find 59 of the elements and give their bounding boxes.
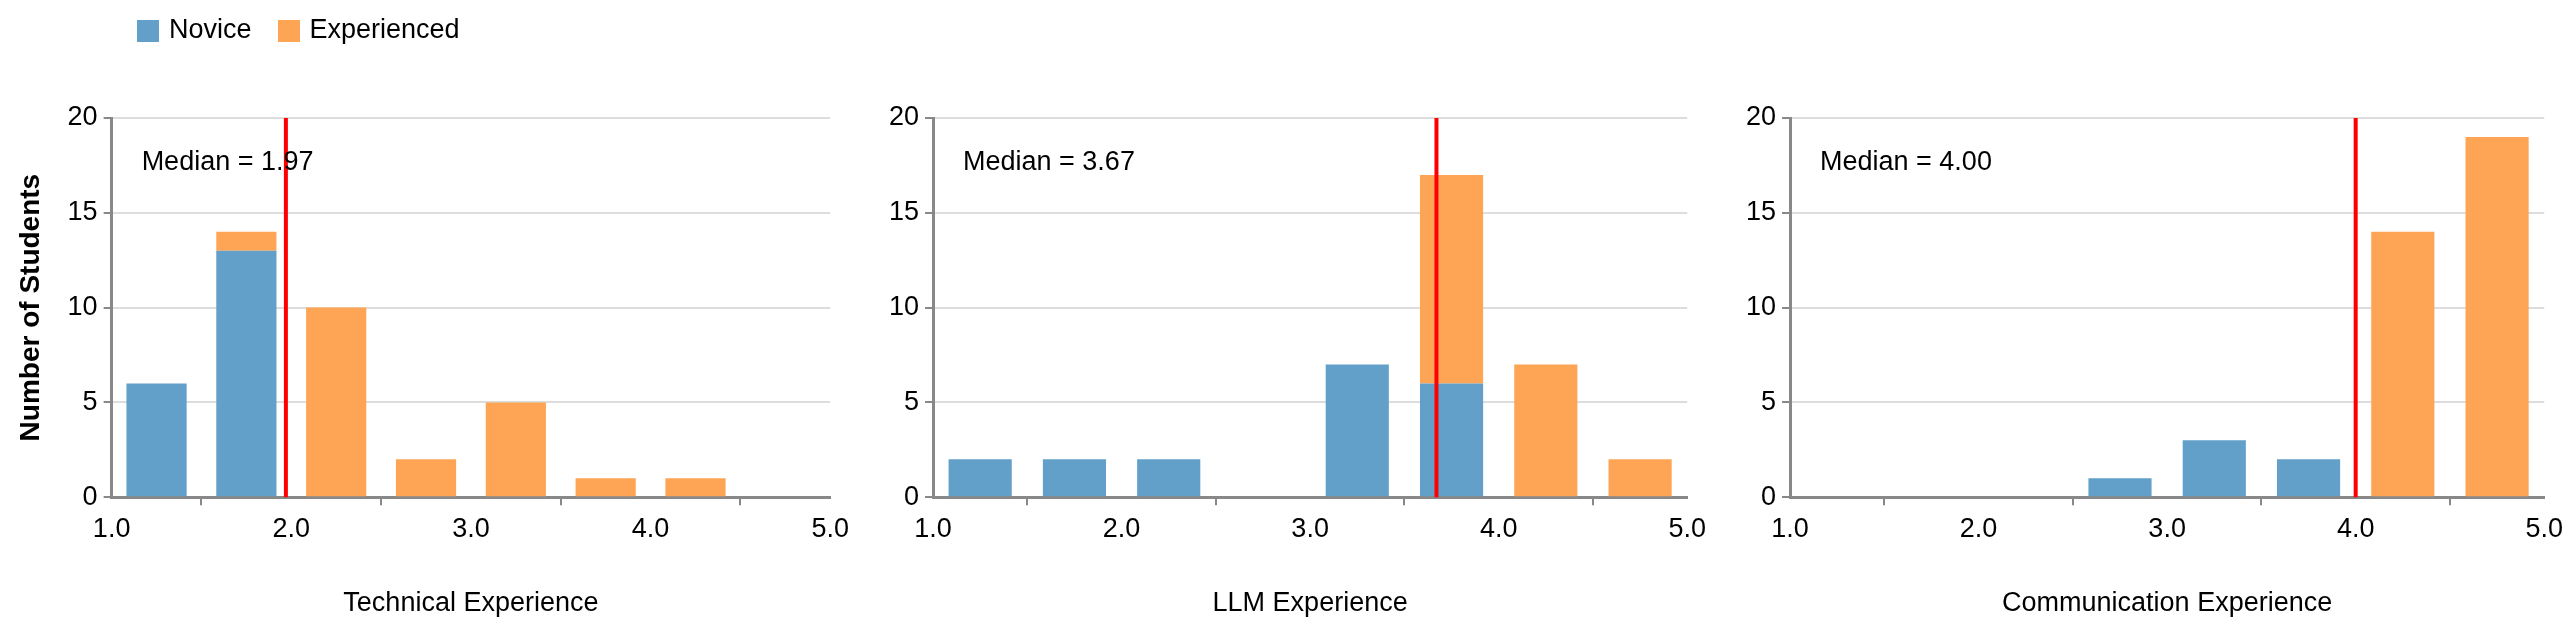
y-axis-title: Number of Students <box>13 173 45 442</box>
bar <box>1042 459 1107 497</box>
y-tick-label: 15 <box>888 196 920 227</box>
y-tick-label: 5 <box>904 385 920 416</box>
bar <box>216 250 277 497</box>
bar <box>1419 383 1484 497</box>
x-tick-label: 1.0 <box>914 512 952 543</box>
x-axis-title: LLM Experience <box>1212 587 1408 618</box>
x-tick-label: 1.0 <box>92 512 131 543</box>
x-axis-title: Communication Experience <box>2002 587 2333 618</box>
x-tick-label: 3.0 <box>2148 512 2186 543</box>
x-tick-label: 4.0 <box>2336 512 2375 543</box>
x-tick-label: 5.0 <box>1668 512 1707 543</box>
bar <box>2465 136 2529 497</box>
bar <box>665 478 726 497</box>
x-tick-label: 4.0 <box>1479 512 1518 543</box>
x-tick-label: 1.0 <box>1771 512 1809 543</box>
bar <box>1514 364 1578 497</box>
y-tick-label: 20 <box>67 101 98 132</box>
bar <box>2371 231 2435 497</box>
x-tick-label: 2.0 <box>1959 512 1998 543</box>
y-tick-label: 0 <box>82 480 98 511</box>
annotation: Median = 4.00 <box>1820 146 1992 177</box>
bar <box>306 307 367 497</box>
y-tick-label: 10 <box>888 291 920 322</box>
y-tick-label: 5 <box>82 385 98 416</box>
x-tick-label: 3.0 <box>452 512 490 543</box>
bar <box>216 231 277 251</box>
bar <box>485 402 546 497</box>
y-tick-label: 0 <box>904 480 920 511</box>
annotation: Median = 3.67 <box>963 146 1135 177</box>
x-tick-label: 5.0 <box>2525 512 2564 543</box>
bar <box>1137 459 1201 497</box>
x-tick-label: 2.0 <box>1102 512 1141 543</box>
y-tick-label: 15 <box>1745 196 1777 227</box>
bar <box>948 459 1012 497</box>
bar <box>2276 459 2341 497</box>
bar <box>575 478 636 497</box>
bar <box>2088 478 2152 497</box>
bar <box>126 383 187 497</box>
y-tick-label: 10 <box>67 291 98 322</box>
x-tick-label: 3.0 <box>1291 512 1329 543</box>
x-axis-title: Technical Experience <box>343 587 599 618</box>
legend-label: Novice <box>168 14 252 45</box>
bar <box>1608 459 1672 497</box>
y-tick-label: 20 <box>1745 101 1777 132</box>
x-tick-label: 2.0 <box>272 512 311 543</box>
bar <box>395 459 457 497</box>
y-tick-label: 15 <box>67 196 98 227</box>
y-tick-label: 5 <box>1761 385 1777 416</box>
x-tick-label: 4.0 <box>631 512 670 543</box>
bar <box>1325 364 1389 497</box>
legend-label: Experienced <box>308 14 460 45</box>
bar <box>1419 174 1484 384</box>
x-tick-label: 5.0 <box>811 512 850 543</box>
bar <box>2182 440 2246 497</box>
y-tick-label: 20 <box>888 101 920 132</box>
y-tick-label: 10 <box>1745 291 1777 322</box>
y-tick-label: 0 <box>1761 480 1777 511</box>
